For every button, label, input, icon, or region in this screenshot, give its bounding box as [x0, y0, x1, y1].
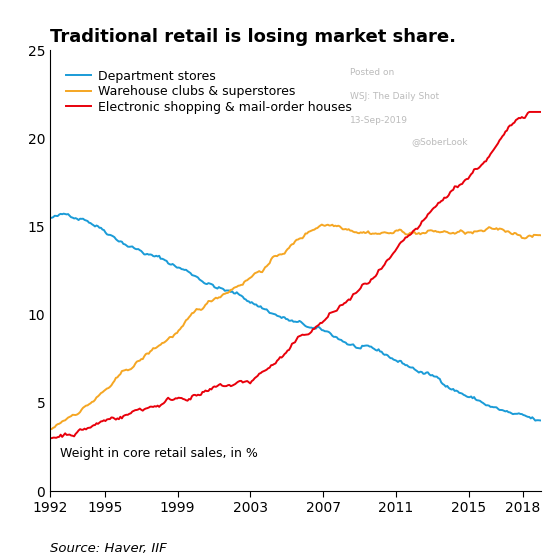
Warehouse clubs & superstores: [356, 230, 363, 237]
Department stores: [522, 412, 528, 419]
Legend: Department stores, Warehouse clubs & superstores, Electronic shopping & mail-ord: Department stores, Warehouse clubs & sup…: [66, 70, 352, 114]
Department stores: [478, 399, 485, 406]
Department stores: [532, 417, 538, 424]
Electronic shopping & mail-order houses: [47, 435, 54, 441]
Warehouse clubs & superstores: [478, 227, 485, 234]
Line: Electronic shopping & mail-order houses: Electronic shopping & mail-order houses: [50, 112, 541, 438]
Department stores: [356, 345, 363, 352]
Line: Warehouse clubs & superstores: Warehouse clubs & superstores: [50, 224, 541, 429]
Text: Weight in core retail sales, in %: Weight in core retail sales, in %: [60, 447, 258, 460]
Department stores: [87, 220, 94, 227]
Line: Department stores: Department stores: [50, 214, 541, 421]
Warehouse clubs & superstores: [60, 417, 67, 424]
Warehouse clubs & superstores: [538, 232, 545, 239]
Department stores: [62, 211, 69, 218]
Warehouse clubs & superstores: [102, 387, 109, 393]
Electronic shopping & mail-order houses: [538, 109, 545, 116]
Electronic shopping & mail-order houses: [356, 287, 363, 294]
Electronic shopping & mail-order houses: [87, 424, 94, 431]
Electronic shopping & mail-order houses: [526, 109, 533, 116]
Warehouse clubs & superstores: [319, 221, 325, 228]
Text: Traditional retail is losing market share.: Traditional retail is losing market shar…: [50, 28, 456, 46]
Department stores: [60, 210, 67, 217]
Department stores: [538, 417, 545, 424]
Text: Posted on: Posted on: [350, 68, 394, 77]
Text: WSJ: The Daily Shot: WSJ: The Daily Shot: [350, 92, 439, 101]
Warehouse clubs & superstores: [47, 426, 54, 432]
Text: 13-Sep-2019: 13-Sep-2019: [350, 116, 408, 126]
Text: @SoberLook: @SoberLook: [411, 137, 468, 146]
Department stores: [104, 231, 110, 238]
Electronic shopping & mail-order houses: [478, 161, 485, 168]
Warehouse clubs & superstores: [522, 235, 528, 242]
Electronic shopping & mail-order houses: [104, 416, 110, 423]
Electronic shopping & mail-order houses: [49, 435, 55, 441]
Warehouse clubs & superstores: [86, 401, 93, 407]
Department stores: [47, 214, 54, 221]
Electronic shopping & mail-order houses: [522, 114, 528, 121]
Electronic shopping & mail-order houses: [62, 430, 69, 437]
Text: Source: Haver, IIF: Source: Haver, IIF: [50, 542, 167, 555]
